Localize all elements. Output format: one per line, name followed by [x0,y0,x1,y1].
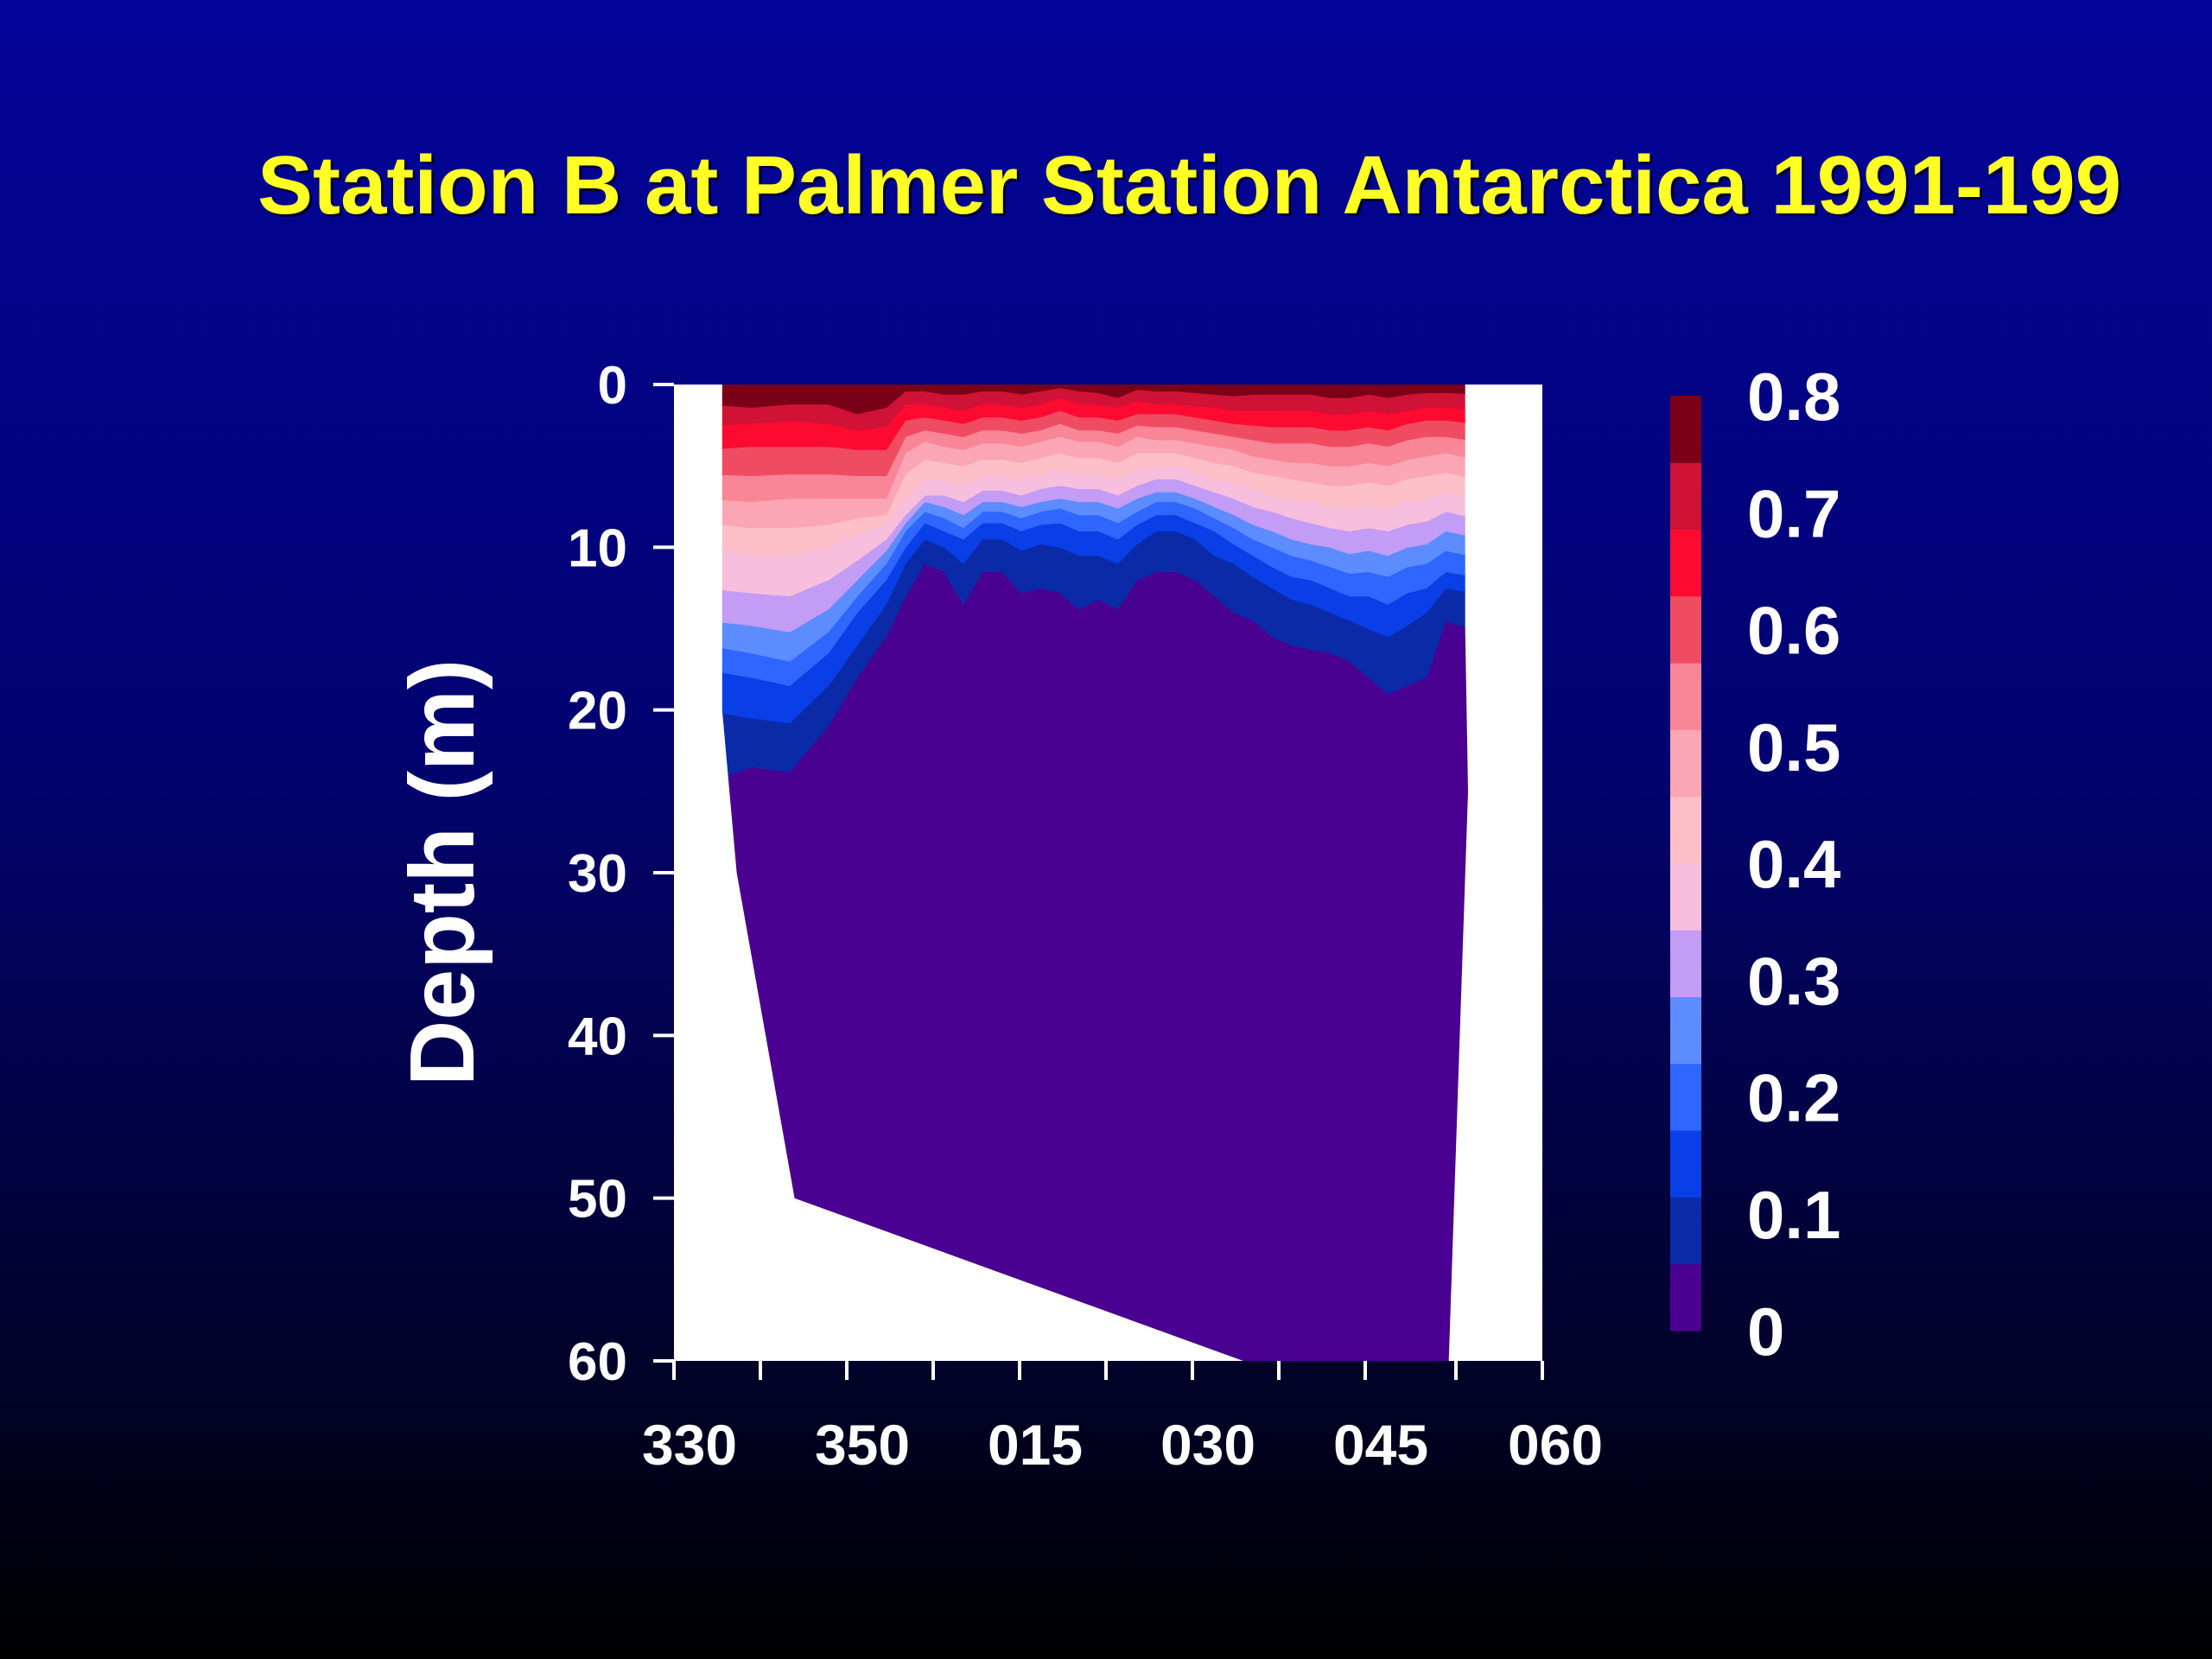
colorbar-swatch-3 [1670,1063,1701,1131]
colorbar-swatch-6 [1670,863,1701,931]
colorbar-swatch-7 [1670,796,1701,864]
y-tick-label-0: 0 [598,356,627,416]
x-tick-label-350: 350 [815,1413,910,1477]
colorbar-swatch-2 [1670,1130,1701,1198]
colorbar: 0.8 0.7 0.6 0.5 0.4 0.3 0.2 0.1 0 [1670,359,1840,1370]
y-tick-label-10: 10 [568,518,627,578]
colorbar-label-0.2: 0.2 [1747,1060,1840,1136]
x-tick-label-060: 060 [1508,1413,1603,1477]
contour-fill-layer [721,385,1468,1361]
y-tick-label-30: 30 [568,844,627,904]
x-tick-label-015: 015 [988,1413,1083,1477]
colorbar-swatch-11 [1670,529,1701,597]
colorbar-swatch-4 [1670,996,1701,1065]
colorbar-swatch-12 [1670,462,1701,531]
x-tick-label-330: 330 [642,1413,737,1477]
y-tick-label-20: 20 [568,682,627,741]
y-tick-label-40: 40 [568,1007,627,1066]
colorbar-swatch-0 [1670,1263,1701,1332]
contour-band-13 [721,385,1468,415]
colorbar-swatch-5 [1670,930,1701,998]
colorbar-label-0: 0 [1747,1294,1784,1370]
colorbar-label-0.4: 0.4 [1747,826,1840,902]
colorbar-label-0.7: 0.7 [1747,475,1840,551]
colorbar-label-0.1: 0.1 [1747,1177,1840,1253]
colorbar-swatch-1 [1670,1197,1701,1265]
colorbar-label-0.8: 0.8 [1747,359,1840,435]
colorbar-swatch-10 [1670,595,1701,664]
slide-title: Station B at Palmer Station Antarctica 1… [257,139,2122,232]
y-tick-label-50: 50 [568,1170,627,1230]
y-axis-label: Depth (m) [391,659,493,1087]
colorbar-swatch-13 [1670,396,1701,463]
y-tick-label-60: 60 [568,1332,627,1392]
colorbar-label-0.6: 0.6 [1747,593,1840,669]
x-tick-label-045: 045 [1333,1413,1428,1477]
colorbar-swatch-8 [1670,729,1701,798]
colorbar-label-0.5: 0.5 [1747,709,1840,785]
colorbar-swatch-9 [1670,663,1701,730]
colorbar-label-0.3: 0.3 [1747,943,1840,1019]
x-tick-label-030: 030 [1160,1413,1255,1477]
